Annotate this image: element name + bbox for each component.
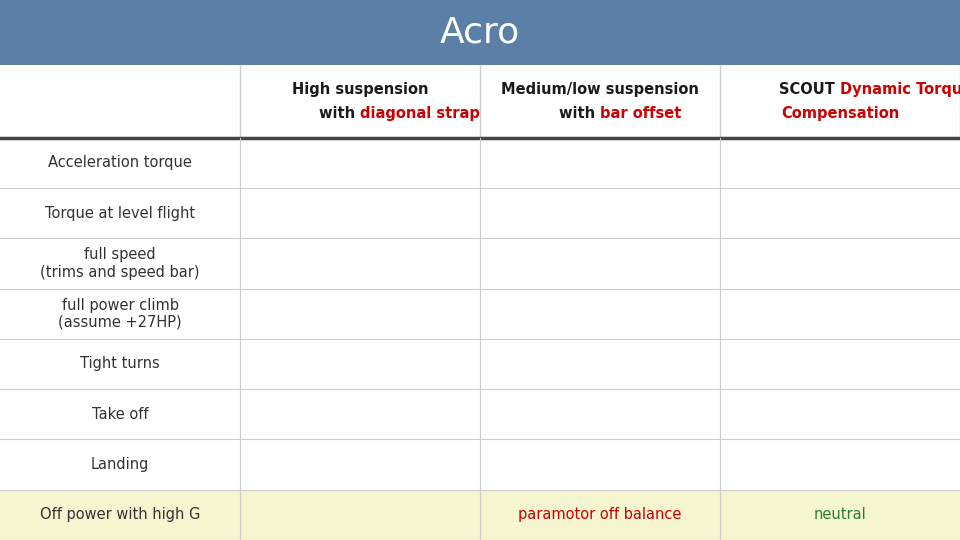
Text: diagonal strap: diagonal strap xyxy=(360,106,480,121)
Text: High suspension: High suspension xyxy=(292,82,428,97)
Text: neutral: neutral xyxy=(814,508,866,522)
Bar xyxy=(0,138,240,188)
Bar xyxy=(240,288,480,339)
Text: Medium/low suspension: Medium/low suspension xyxy=(501,82,699,97)
Bar xyxy=(720,339,960,389)
Text: Landing: Landing xyxy=(91,457,149,472)
Bar xyxy=(240,339,480,389)
Text: full speed
(trims and speed bar): full speed (trims and speed bar) xyxy=(40,247,200,280)
Text: Acceleration torque: Acceleration torque xyxy=(48,156,192,170)
Text: Tight turns: Tight turns xyxy=(80,356,160,372)
Text: bar offset: bar offset xyxy=(600,106,682,121)
Bar xyxy=(720,238,960,288)
Bar xyxy=(240,440,480,490)
Bar xyxy=(720,288,960,339)
Bar xyxy=(480,490,720,540)
Bar xyxy=(0,288,240,339)
Bar xyxy=(240,138,480,188)
Bar xyxy=(240,238,480,288)
Text: full power climb
(assume +27HP): full power climb (assume +27HP) xyxy=(59,298,181,330)
Bar xyxy=(240,490,480,540)
Text: Dynamic Torque: Dynamic Torque xyxy=(840,82,960,97)
Bar xyxy=(240,389,480,440)
Text: paramotor off balance: paramotor off balance xyxy=(518,508,682,522)
Text: Off power with high G: Off power with high G xyxy=(39,508,201,522)
Bar xyxy=(0,490,240,540)
Bar xyxy=(0,339,240,389)
Bar xyxy=(480,288,720,339)
Bar xyxy=(480,238,720,288)
Bar xyxy=(480,188,720,238)
Bar xyxy=(720,490,960,540)
Bar xyxy=(0,238,240,288)
Bar xyxy=(480,389,720,440)
Bar xyxy=(720,188,960,238)
Bar xyxy=(720,138,960,188)
Text: SCOUT: SCOUT xyxy=(779,82,840,97)
Bar xyxy=(480,440,720,490)
Bar xyxy=(720,440,960,490)
Bar xyxy=(240,188,480,238)
Text: Take off: Take off xyxy=(92,407,148,422)
Bar xyxy=(0,389,240,440)
Text: Torque at level flight: Torque at level flight xyxy=(45,206,195,221)
Text: with: with xyxy=(319,106,360,121)
Bar xyxy=(0,0,960,65)
Text: Compensation: Compensation xyxy=(780,106,900,121)
Text: Acro: Acro xyxy=(440,16,520,49)
Bar xyxy=(0,65,960,138)
Text: with: with xyxy=(559,106,600,121)
Bar xyxy=(0,188,240,238)
Bar xyxy=(720,389,960,440)
Bar xyxy=(0,440,240,490)
Bar xyxy=(480,138,720,188)
Bar xyxy=(480,339,720,389)
